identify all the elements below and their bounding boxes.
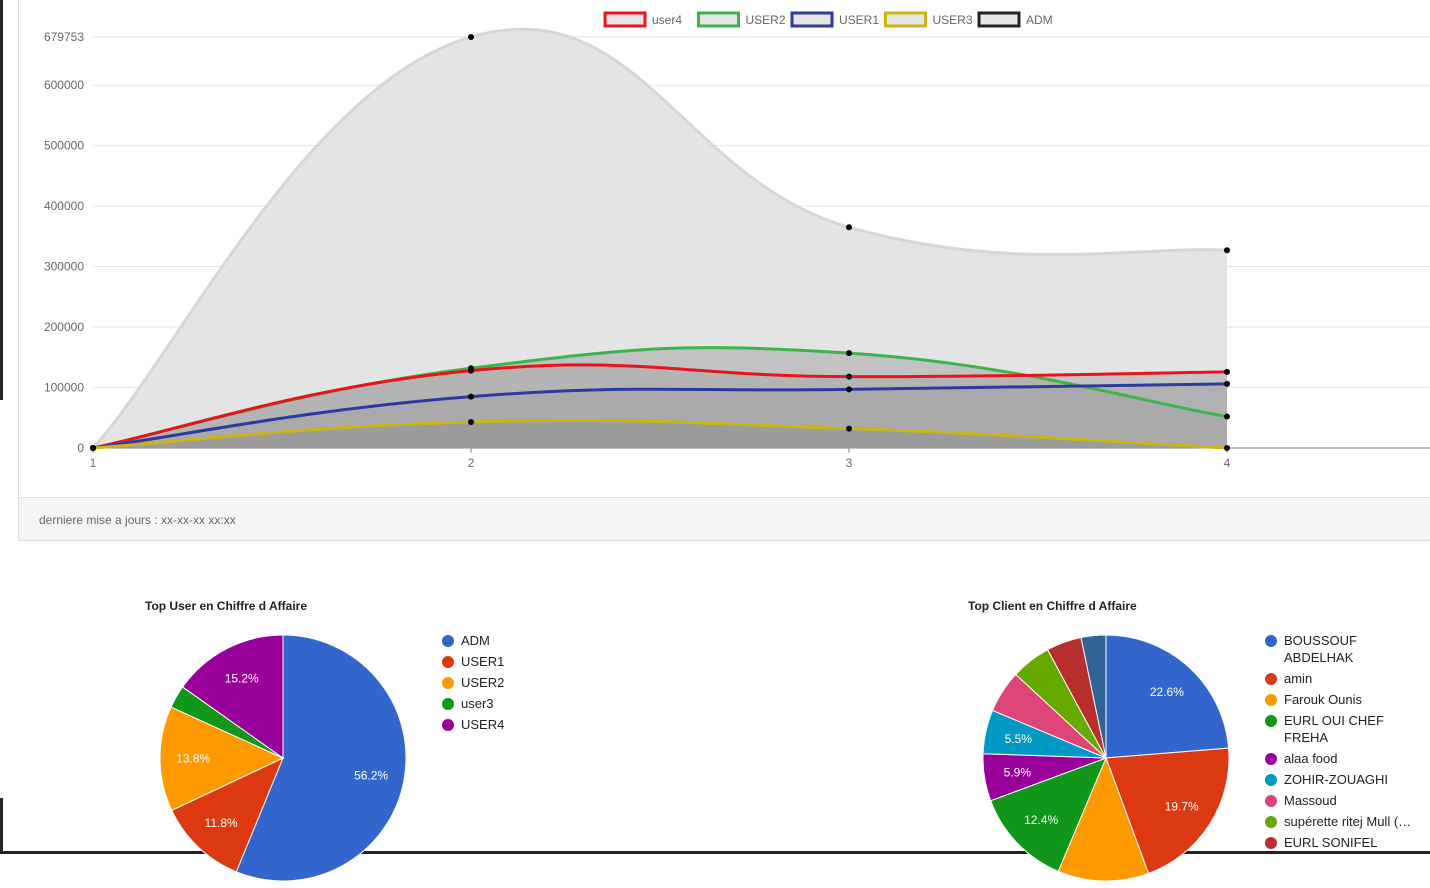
legend-label: USER2 <box>461 675 505 690</box>
window-frame-edge <box>0 851 1430 854</box>
data-point <box>468 419 474 426</box>
legend-dot <box>1265 753 1277 765</box>
pie-chart-users: 56.2% 11.8% 13.8% 15.2% <box>159 634 407 882</box>
legend-dot <box>1265 795 1277 807</box>
y-tick-label: 400000 <box>44 199 84 213</box>
data-point <box>1224 380 1230 387</box>
legend-dot <box>442 698 454 710</box>
panel-footer: derniere mise a jours : xx-xx-xx xx:xx <box>19 497 1430 540</box>
pie-slice-label: 13.8% <box>176 752 210 766</box>
legend-dot <box>1265 694 1277 706</box>
legend-dot <box>442 635 454 647</box>
legend-swatch <box>977 11 1021 28</box>
legend-dot <box>1265 715 1277 727</box>
y-tick-label: 600000 <box>44 78 84 92</box>
legend-dot <box>1265 816 1277 828</box>
legend-dot <box>1265 635 1277 647</box>
legend-label: Farouk Ounis <box>1284 692 1363 707</box>
area-fill-user3 <box>93 420 1227 448</box>
legend-label: USER2 <box>746 13 786 27</box>
pie-slice-label: 19.7% <box>1165 799 1199 813</box>
legend-label: USER3 <box>933 13 973 27</box>
last-update-text: derniere mise a jours : xx-xx-xx xx:xx <box>39 513 236 527</box>
legend-label: user3 <box>461 696 494 711</box>
area-fill-adm <box>93 29 1227 448</box>
y-tick-label: 100000 <box>44 381 84 395</box>
legend-label: supérette ritej Mull (… <box>1284 814 1412 829</box>
data-point <box>846 373 852 380</box>
legend-label: alaa food <box>1284 751 1338 766</box>
data-point <box>468 34 474 40</box>
legend-dot <box>442 677 454 689</box>
y-tick-label: 200000 <box>44 320 84 334</box>
legend-label: USER1 <box>839 13 879 27</box>
pie-slice-label: 12.4% <box>1024 813 1058 827</box>
x-tick-label: 1 <box>90 456 97 470</box>
series-line-user3 <box>92 418 1228 450</box>
series-line-user4 <box>92 363 1228 450</box>
pie-slice <box>181 634 284 759</box>
pie-slice-label: 56.2% <box>354 768 388 782</box>
pie-slice-label: 5.5% <box>1005 732 1033 746</box>
pie-slice <box>1080 634 1107 759</box>
y-tick-label: 679753 <box>44 30 84 44</box>
legend-label: Massoud <box>1284 793 1337 808</box>
data-point <box>846 350 852 357</box>
data-point <box>1224 413 1230 420</box>
area-chart: 0 100000 200000 300000 400000 500000 600000 679… <box>44 11 1430 470</box>
pie-slice-label: 11.8% <box>205 816 238 830</box>
data-point <box>1224 368 1230 375</box>
legend-label: ADM <box>1026 13 1053 27</box>
y-tick-label: 500000 <box>44 139 84 153</box>
window-frame-edge <box>0 798 3 854</box>
data-point <box>1224 247 1230 254</box>
pie-slice-label: 22.6% <box>1150 685 1184 699</box>
y-tick-label: 300000 <box>44 260 84 274</box>
pie-slice-label: 15.2% <box>225 671 259 685</box>
y-tick-label: 0 <box>77 441 84 455</box>
window-frame-edge <box>0 0 3 400</box>
legend-dot <box>1265 837 1277 849</box>
pie-slice <box>159 706 285 812</box>
pie-title-clients: Top Client en Chiffre d Affaire <box>968 599 1137 613</box>
legend-label: USER4 <box>461 717 505 732</box>
data-point <box>846 224 852 231</box>
pie-title-users: Top User en Chiffre d Affaire <box>145 599 308 613</box>
legend-label: BOUSSOUF ABDELHAK <box>1284 633 1357 665</box>
legend-dot <box>442 719 454 731</box>
legend-dot <box>1265 673 1277 685</box>
series-line-user1 <box>92 382 1228 450</box>
x-tick-label: 2 <box>468 456 475 470</box>
legend-dot <box>442 656 454 668</box>
legend-label: EURL OUI CHEF FREHA <box>1284 713 1384 745</box>
pie-slice <box>1105 634 1230 759</box>
legend-label: USER1 <box>461 654 505 669</box>
legend-label: user4 <box>652 13 682 27</box>
legend-swatch <box>697 11 740 28</box>
legend-swatch <box>603 11 647 28</box>
data-point <box>846 386 852 393</box>
legend-label: ZOHIR-ZOUAGHI <box>1284 772 1388 787</box>
pie-chart-clients: 22.6% 19.7% 12.4% 5.9% 5.5% <box>982 634 1230 882</box>
legend-label: ADM <box>461 633 490 648</box>
x-tick-label: 3 <box>846 456 853 470</box>
data-point <box>468 393 474 400</box>
series-line-adm <box>91 27 1228 450</box>
data-point <box>468 367 474 374</box>
pie-slice-label: 5.9% <box>1004 765 1032 779</box>
data-point <box>90 445 96 451</box>
legend-label: amin <box>1284 671 1313 686</box>
data-point <box>846 425 852 432</box>
data-point <box>1224 445 1230 451</box>
legend-swatch <box>884 11 927 28</box>
x-tick-label: 4 <box>1224 456 1231 470</box>
legend-label: EURL SONIFEL <box>1284 835 1378 850</box>
legend-swatch <box>790 11 834 28</box>
legend-dot <box>1265 774 1277 786</box>
